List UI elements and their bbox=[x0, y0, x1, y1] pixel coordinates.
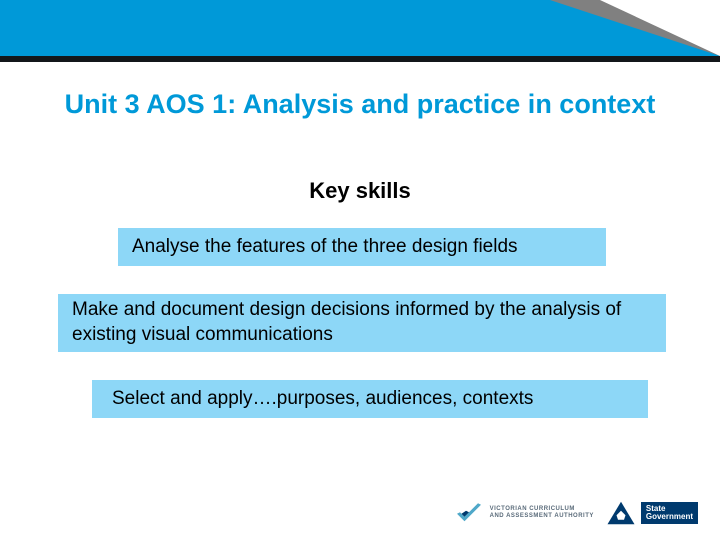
header-divider bbox=[0, 56, 720, 62]
skill-text-2: Make and document design decisions infor… bbox=[72, 298, 652, 347]
vcaa-text: VICTORIAN CURRICULUM AND ASSESSMENT AUTH… bbox=[490, 506, 594, 520]
victoria-triangle-icon bbox=[606, 500, 636, 526]
skill-box-2: Make and document design decisions infor… bbox=[58, 294, 666, 352]
slide-title: Unit 3 AOS 1: Analysis and practice in c… bbox=[0, 88, 720, 122]
vic-gov-text: State Government bbox=[641, 502, 698, 525]
vcaa-logo: VICTORIAN CURRICULUM AND ASSESSMENT AUTH… bbox=[454, 501, 594, 525]
skill-box-3: Select and apply….purposes, audiences, c… bbox=[92, 380, 648, 418]
vic-gov-logo: State Government bbox=[606, 500, 698, 526]
skill-text-1: Analyse the features of the three design… bbox=[132, 235, 518, 260]
vcaa-line1: VICTORIAN CURRICULUM bbox=[490, 506, 594, 513]
slide-subtitle: Key skills bbox=[0, 178, 720, 204]
skill-box-1: Analyse the features of the three design… bbox=[118, 228, 606, 266]
vcaa-check-icon bbox=[454, 501, 484, 525]
vicgov-line2: Government bbox=[646, 513, 693, 521]
footer-logos: VICTORIAN CURRICULUM AND ASSESSMENT AUTH… bbox=[454, 500, 698, 526]
header-notch-white bbox=[600, 0, 720, 56]
vcaa-line2: AND ASSESSMENT AUTHORITY bbox=[490, 513, 594, 520]
skill-text-3: Select and apply….purposes, audiences, c… bbox=[112, 387, 533, 412]
